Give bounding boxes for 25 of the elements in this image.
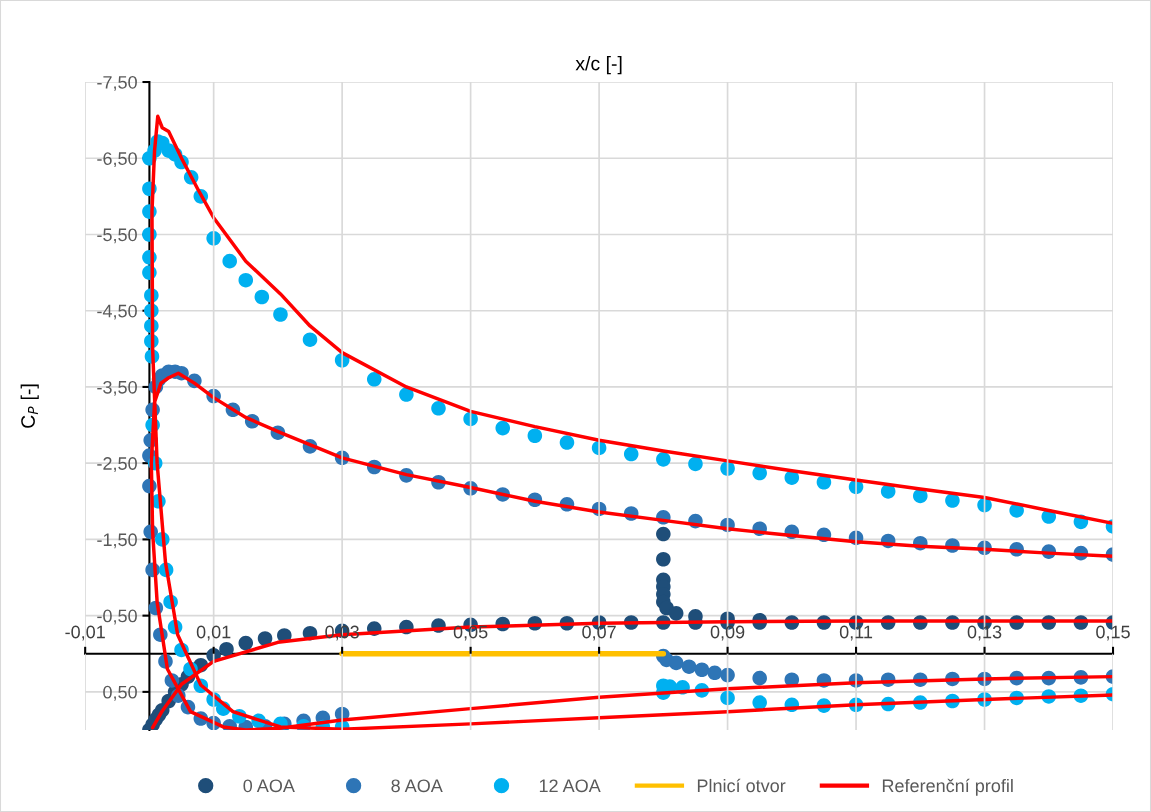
y-tick-label: -2,50 — [97, 457, 137, 473]
legend-label: 8 AOA — [391, 779, 443, 793]
y-tick-label: -7,50 — [97, 75, 137, 91]
legend-label: 12 AOA — [539, 779, 601, 793]
y-tick-label: -3,50 — [97, 380, 137, 396]
y-tick-label: -5,50 — [97, 228, 137, 244]
y-tick-label: -4,50 — [97, 304, 137, 320]
x-tick-label: 0,09 — [710, 625, 745, 641]
legend-label: 0 AOA — [243, 779, 295, 793]
x-tick-label: 0,05 — [453, 625, 488, 641]
legend-label: Plnicí otvor — [697, 778, 786, 793]
y-tick-label: 0,50 — [103, 685, 137, 701]
x-tick-label: 0,11 — [839, 625, 873, 641]
x-tick-label: -0,01 — [65, 625, 105, 641]
y-axis-title: C$_{P}$ [-] — [20, 384, 39, 428]
x-tick-label: 0,01 — [196, 625, 231, 641]
x-tick-label: 0,03 — [325, 625, 359, 641]
x-axis-title: x/c [-] — [575, 56, 622, 75]
y-tick-label: -0,50 — [97, 609, 137, 625]
x-tick-label: 0,13 — [967, 625, 1002, 641]
y-tick-label: -1,50 — [97, 533, 137, 549]
x-tick-label: 0,15 — [1096, 625, 1130, 641]
y-tick-label: -6,50 — [97, 152, 137, 168]
x-tick-label: 0,07 — [582, 625, 616, 641]
legend-label: Referenční profil — [882, 778, 1013, 796]
